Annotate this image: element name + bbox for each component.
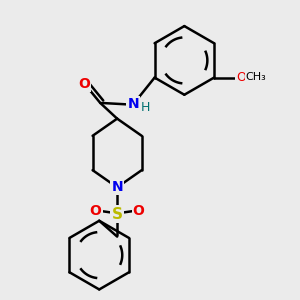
Text: N: N — [127, 98, 139, 112]
Text: N: N — [111, 180, 123, 194]
Text: O: O — [79, 76, 90, 91]
Text: O: O — [236, 71, 246, 84]
Text: CH₃: CH₃ — [245, 72, 266, 82]
Text: O: O — [133, 204, 145, 218]
Text: H: H — [140, 101, 150, 114]
Text: S: S — [112, 207, 123, 222]
Text: O: O — [90, 204, 102, 218]
